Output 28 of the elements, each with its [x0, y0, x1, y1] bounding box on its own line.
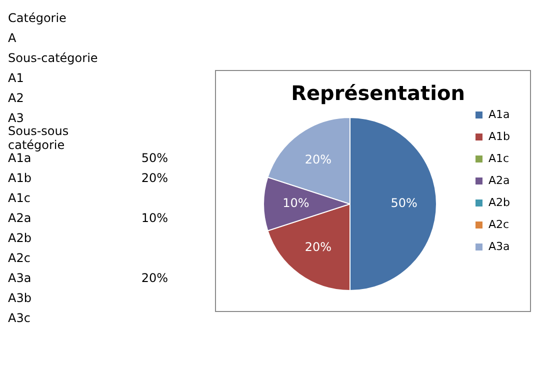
text: A1	[8, 71, 25, 85]
text: A3c	[8, 311, 32, 325]
legend-label: A1a	[488, 108, 510, 121]
text: A	[8, 31, 18, 45]
text: A3a 20%	[8, 271, 168, 285]
text: A1c	[8, 191, 32, 205]
text: Sous-catégorie	[8, 51, 99, 65]
data-label: 20%	[304, 152, 332, 166]
legend-label: A3a	[488, 240, 510, 253]
legend-label: A1b	[488, 130, 510, 143]
data-label: 50%	[390, 196, 418, 210]
chart-title: Représentation	[291, 81, 465, 106]
text: A3b	[8, 291, 32, 305]
text: A2c	[8, 251, 32, 265]
data-label: 20%	[304, 240, 332, 254]
text: A2b	[8, 231, 32, 245]
text: A3	[8, 111, 25, 125]
data-label: 10%	[282, 196, 310, 210]
legend-label: A2a	[488, 174, 510, 187]
legend-label: A2c	[488, 218, 510, 231]
text: A1b 20%	[8, 171, 168, 185]
text: Sous-sous catégorie	[8, 124, 70, 152]
legend-label: A2b	[488, 196, 510, 209]
legend-label: A1c	[488, 152, 510, 165]
text: A1a 50%	[8, 151, 168, 165]
text: Catégorie	[8, 11, 68, 25]
text: A2	[8, 91, 25, 105]
text: A2a 10%	[8, 211, 168, 225]
